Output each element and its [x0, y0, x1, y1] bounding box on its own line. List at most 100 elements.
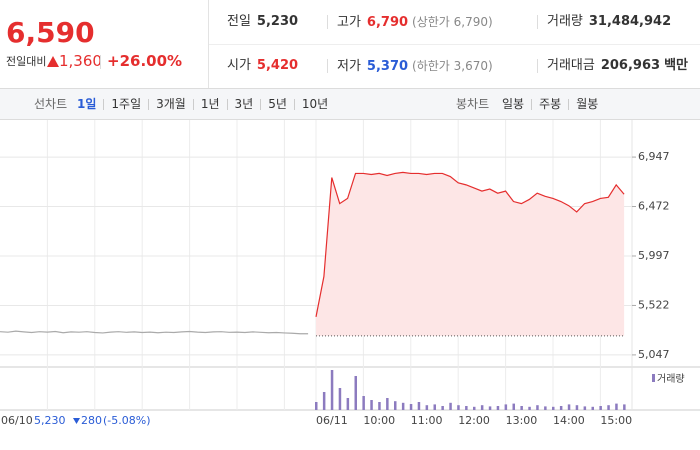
stat-label: 시가 [227, 58, 251, 73]
period-tab[interactable]: 10년 [301, 97, 329, 111]
volume-bar [449, 402, 452, 410]
x-tick-label: 10:00 [363, 414, 395, 427]
stat: 거래대금 206,963 백만 [547, 44, 688, 88]
volume-bar [536, 405, 539, 410]
x-tick-label: 14:00 [553, 414, 585, 427]
volume-bar [623, 404, 626, 410]
volume-bar [346, 398, 350, 410]
stat-value: 5,420 [256, 58, 299, 73]
divider [537, 15, 538, 29]
stat-label: 거래대금 [547, 58, 595, 73]
candle-tab[interactable]: 일봉 [502, 97, 525, 111]
volume-bar [441, 406, 444, 410]
stats-grid: 전일 5,230 고가 6,790 (상한가 6,790) 거래량 31,484,942 시가… [209, 0, 700, 88]
up-arrow [47, 56, 59, 67]
volume-bar [378, 402, 381, 410]
legend-swatch [652, 374, 655, 382]
tab-divider [148, 99, 150, 110]
tab-group-label: 봉차트 [456, 97, 490, 111]
volume-bar [520, 406, 523, 410]
volume-bar [473, 406, 476, 410]
volume-bar [488, 406, 492, 410]
period-tab[interactable]: 1주일 [111, 97, 142, 111]
stat-note: (상한가 6,790) [412, 15, 493, 29]
volume-bar [599, 406, 602, 410]
volume-bar [354, 376, 357, 410]
x-tick-label: 06/10 [1, 414, 33, 427]
period-tab[interactable]: 5년 [268, 97, 287, 111]
quote-box: 6,590 전일대비 1,360 +26.00% [0, 0, 209, 88]
x-tick-label: 11:00 [411, 414, 443, 427]
x-tick-label: 15:00 [600, 414, 632, 427]
price-line [315, 171, 625, 318]
volume-bar [362, 396, 365, 410]
period-tab[interactable]: 1일 [77, 97, 97, 111]
chart: 5,047 5,522 5,997 6,472 6,947 거래량 06/10 06/11 10… [0, 120, 700, 427]
stat-label: 거래량 [547, 14, 583, 29]
y-tick-label: 5,997 [638, 249, 670, 262]
volume-bar [552, 406, 555, 410]
down-arrow [73, 418, 80, 424]
volume-bar [512, 403, 515, 410]
change-rate: +26.00% [107, 52, 183, 70]
tab-divider [568, 99, 570, 110]
stat-value: 31,484,942 [588, 14, 672, 29]
volume-bar [591, 406, 594, 410]
volume-bar [338, 388, 342, 410]
footer-rate: (-5.08%) [103, 414, 151, 427]
volume-bar [433, 404, 436, 410]
volume-bar [417, 402, 421, 410]
volume-bar [575, 405, 579, 410]
volume-bar [386, 398, 389, 410]
volume-bar [425, 405, 429, 410]
volume-bar [567, 404, 571, 410]
divider [327, 59, 328, 73]
y-tick-label: 6,472 [638, 200, 670, 213]
candle-tab[interactable]: 주봉 [539, 97, 562, 111]
tab-divider [260, 99, 262, 110]
stat-label: 전일 [227, 14, 251, 29]
divider [327, 15, 328, 29]
volume-bar [504, 404, 508, 410]
tab-divider [293, 99, 295, 110]
volume-bar [496, 406, 500, 410]
stat-value: 206,963 [600, 58, 661, 73]
volume-bar [583, 406, 587, 410]
stat-unit: 백만 [664, 58, 688, 73]
tab-bar: 선차트 1일 1주일 3개월 1년 3년 5년 10년 봉차트 일봉 주봉 월봉 [0, 88, 700, 120]
stat-value: 5,370 [366, 59, 409, 74]
volume-bar [370, 400, 373, 410]
x-tick-label: 13:00 [506, 414, 538, 427]
tab-divider [103, 99, 105, 110]
stat: 고가 6,790 (상한가 6,790) [337, 0, 493, 44]
tab-divider [531, 99, 533, 110]
stat-label: 저가 [337, 59, 361, 74]
y-tick-label: 5,047 [638, 348, 670, 361]
footer-change: 280 [81, 414, 102, 427]
volume-bar [615, 403, 618, 410]
tab-group-label: 선차트 [34, 97, 68, 111]
stat: 시가 5,420 [227, 44, 298, 88]
row-divider [209, 44, 700, 45]
volume-bar [457, 405, 460, 410]
x-tick-label: 06/11 [316, 414, 348, 427]
period-tab[interactable]: 3년 [234, 97, 254, 111]
volume-bar [394, 401, 397, 410]
period-tab[interactable]: 1년 [200, 97, 220, 111]
volume-bar [315, 402, 318, 410]
stat: 저가 5,370 (하한가 3,670) [337, 44, 493, 88]
candle-tab[interactable]: 월봉 [576, 97, 599, 111]
change: 1,360 [47, 52, 102, 70]
stat-value: 5,230 [256, 14, 299, 29]
change-label: 전일대비 [6, 55, 47, 68]
volume-bar [480, 405, 484, 410]
legend-label: 거래량 [657, 373, 685, 385]
volume-bar [322, 392, 326, 410]
volume-bar [409, 404, 413, 410]
x-tick-label: 12:00 [458, 414, 490, 427]
price: 6,590 [6, 16, 95, 49]
stat: 전일 5,230 [227, 0, 298, 44]
volume-bar [401, 402, 405, 410]
period-tab[interactable]: 3개월 [156, 97, 186, 111]
